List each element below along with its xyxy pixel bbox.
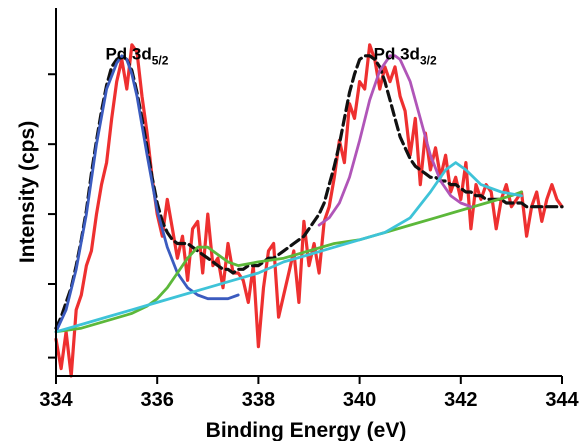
- x-tick-label: 340: [343, 389, 376, 411]
- series-layer: [54, 43, 564, 378]
- y-axis-label: Intensity (cps): [16, 121, 39, 263]
- y-ticks: [48, 73, 56, 359]
- x-tick-label: 344: [545, 389, 579, 411]
- x-tick-label: 338: [242, 389, 275, 411]
- series-2-component-line: [54, 54, 240, 334]
- series-1-envelope-line: [54, 54, 564, 330]
- x-tick-label: 336: [141, 389, 174, 411]
- x-tick-label: 334: [39, 389, 73, 411]
- series-5-component-line: [54, 161, 523, 334]
- series-0-raw-line: [54, 43, 564, 378]
- x-ticks: 334 336 338 340 342 344: [39, 376, 579, 411]
- x-axis-label: Binding Energy (eV): [206, 419, 407, 441]
- x-tick-label: 342: [444, 389, 477, 411]
- series-4-component-line: [317, 54, 473, 227]
